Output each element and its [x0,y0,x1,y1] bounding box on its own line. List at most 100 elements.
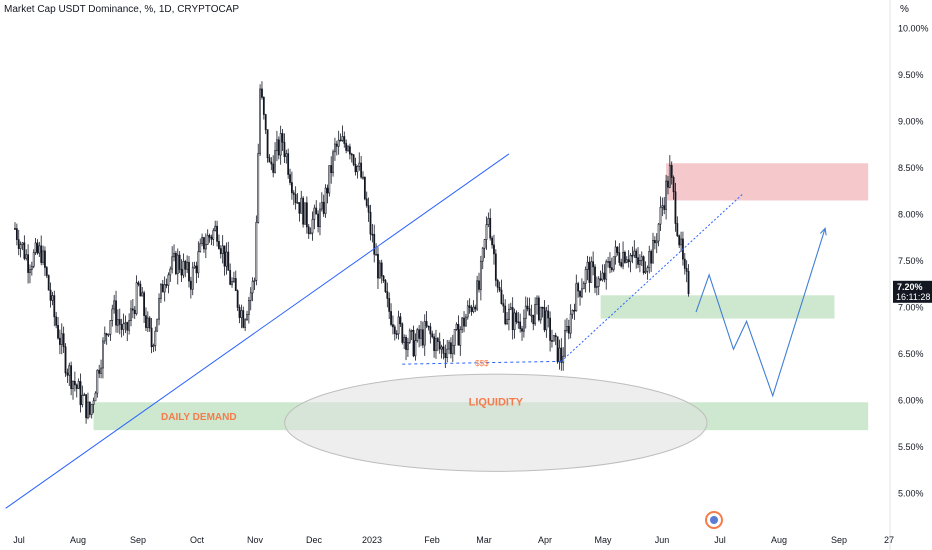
candle-body [42,250,44,263]
candle-body [627,259,630,263]
candle [504,299,507,326]
candle [212,228,215,246]
candle [115,290,117,333]
candle-body [575,283,578,312]
candle [38,241,41,257]
candle-body [536,297,538,305]
candle [493,234,495,265]
candle-body [562,355,565,363]
candle [403,334,406,350]
candle [242,306,245,329]
candle-body [661,205,664,208]
candle-body [618,252,621,263]
candle-body [539,306,542,321]
candle-body [444,353,447,358]
candle-body [146,317,149,328]
candle-body [652,240,654,264]
projection-path [695,228,826,398]
candle [519,313,522,333]
candle [139,280,142,297]
candle-body [90,404,93,415]
candle [337,130,340,155]
candle [320,192,323,212]
candle [633,240,636,259]
candle-body [650,251,653,264]
candle [478,272,480,293]
candle [427,325,430,331]
candle [68,362,71,386]
candle [433,333,435,358]
candle-body [85,394,87,419]
candle-body [115,300,117,326]
candle-body [472,306,475,312]
candle-body [34,242,37,253]
candle-body [311,219,314,234]
candle-body [244,319,247,328]
candle-body [171,256,174,270]
candle [450,337,452,359]
candle-body [55,316,58,326]
candle [547,304,550,328]
candle [98,364,101,379]
candle [160,283,162,303]
candle-body [560,347,563,363]
x-tick-label: Dec [306,535,323,545]
candle-body [289,174,291,183]
y-axis[interactable]: 10.00% 9.50% 9.00% 8.50% 8.00% 7.50% 7.00% 6.50… [889,0,929,550]
candle [616,246,619,256]
candle [251,277,254,302]
candle [296,193,299,204]
x-tick-label: Aug [70,535,86,545]
candle [556,336,559,364]
candle-body [367,205,370,213]
candle [483,238,486,259]
candle-body [687,271,690,295]
candle [66,368,69,383]
candle [105,332,108,345]
candle [412,325,415,358]
candle [197,241,200,278]
candle-body [330,165,333,174]
candle-body [292,192,295,195]
candle-body [272,163,275,173]
candle-body [508,308,510,320]
candle-body [317,213,319,227]
candle [268,154,271,163]
candle [261,81,263,100]
y-tick-label: 7.00% [898,302,924,312]
candle-body [98,369,101,374]
candle [77,378,80,389]
candle-body [206,235,209,245]
candle-body [218,241,220,249]
candle-body [255,222,258,281]
candle [532,314,535,331]
candle [304,202,306,225]
candle-body [326,187,329,194]
candle-body [543,307,546,331]
candle-body [251,280,254,294]
candle [558,339,561,370]
candle [120,318,123,338]
candle [652,232,654,264]
candle-body [577,283,580,292]
candle [601,264,604,282]
candle-body [556,336,559,363]
candle [233,271,235,284]
candle-body [313,207,316,220]
candle [199,238,202,253]
x-axis[interactable]: Jul Aug Sep Oct Nov Dec 2023 Feb Mar Apr May Jun Jul… [13,535,894,545]
candle [143,290,145,323]
candle-body [197,251,200,274]
candle [668,155,671,189]
supply-zone-2 [666,163,869,201]
candle [640,251,643,267]
candle-body [285,153,288,157]
candle-body [122,323,125,330]
candle [75,383,78,398]
candle-body [569,313,572,334]
candle-body [81,394,84,406]
candle-body [547,310,550,319]
candle-body [670,165,673,178]
candle-body [403,336,406,343]
